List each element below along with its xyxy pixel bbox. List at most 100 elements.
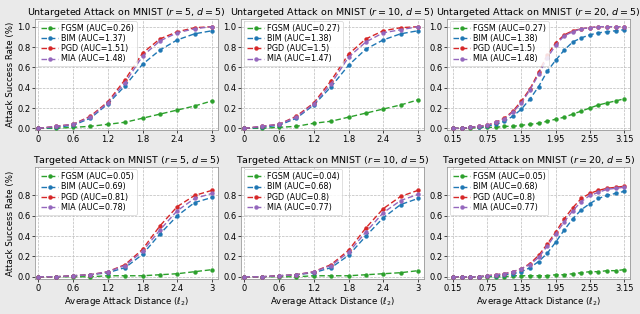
BIM (AUC=1.38)	[483, 124, 491, 128]
BIM (AUC=1.37)	[122, 84, 129, 88]
PGD (AUC=0.81)	[104, 270, 111, 273]
Line: PGD (AUC=1.5): PGD (AUC=1.5)	[451, 25, 626, 130]
MIA (AUC=0.77)	[526, 263, 534, 267]
MIA (AUC=0.77)	[535, 256, 543, 259]
MIA (AUC=1.48)	[449, 127, 457, 130]
BIM (AUC=1.38)	[258, 126, 266, 129]
PGD (AUC=1.51)	[173, 30, 181, 34]
PGD (AUC=1.51)	[104, 100, 111, 104]
MIA (AUC=0.77)	[561, 220, 568, 224]
FGSM (AUC=0.26)	[139, 116, 147, 120]
PGD (AUC=0.8)	[620, 184, 628, 188]
FGSM (AUC=0.26)	[173, 108, 181, 112]
BIM (AUC=1.38)	[492, 122, 500, 126]
FGSM (AUC=0.05)	[543, 274, 551, 278]
MIA (AUC=1.47)	[292, 115, 300, 119]
MIA (AUC=0.78)	[122, 264, 129, 268]
BIM (AUC=1.38)	[620, 28, 628, 32]
FGSM (AUC=0.05)	[492, 275, 500, 279]
PGD (AUC=1.5)	[449, 127, 457, 130]
FGSM (AUC=0.27)	[458, 127, 465, 130]
MIA (AUC=0.77)	[620, 186, 628, 189]
FGSM (AUC=0.27)	[509, 124, 516, 128]
FGSM (AUC=0.27)	[380, 107, 387, 111]
FGSM (AUC=0.27)	[595, 103, 602, 107]
BIM (AUC=0.68)	[327, 266, 335, 269]
FGSM (AUC=0.27)	[275, 126, 283, 129]
BIM (AUC=1.38)	[543, 69, 551, 73]
FGSM (AUC=0.05)	[69, 275, 77, 279]
FGSM (AUC=0.05)	[535, 274, 543, 278]
PGD (AUC=0.8)	[552, 230, 559, 234]
Line: BIM (AUC=0.68): BIM (AUC=0.68)	[451, 189, 626, 279]
FGSM (AUC=0.05)	[467, 275, 474, 279]
MIA (AUC=0.77)	[603, 187, 611, 191]
PGD (AUC=0.8)	[586, 192, 594, 195]
PGD (AUC=1.5)	[380, 29, 387, 33]
MIA (AUC=1.47)	[327, 82, 335, 85]
FGSM (AUC=0.27)	[362, 111, 370, 115]
PGD (AUC=0.81)	[52, 275, 60, 279]
BIM (AUC=0.68)	[275, 274, 283, 278]
Line: FGSM (AUC=0.26): FGSM (AUC=0.26)	[36, 99, 214, 130]
PGD (AUC=0.8)	[561, 217, 568, 221]
MIA (AUC=0.77)	[595, 191, 602, 194]
PGD (AUC=1.5)	[492, 120, 500, 124]
BIM (AUC=1.38)	[577, 36, 585, 40]
MIA (AUC=0.77)	[569, 209, 577, 213]
MIA (AUC=1.48)	[86, 115, 94, 119]
Title: Targeted Attack on MNIST ($r = 5$, $d = 5$): Targeted Attack on MNIST ($r = 5$, $d = …	[33, 154, 220, 167]
PGD (AUC=1.5)	[518, 99, 525, 103]
Legend: FGSM (AUC=0.27), BIM (AUC=1.38), PGD (AUC=1.5), MIA (AUC=1.47): FGSM (AUC=0.27), BIM (AUC=1.38), PGD (AU…	[244, 21, 342, 66]
MIA (AUC=1.47)	[362, 40, 370, 44]
PGD (AUC=1.5)	[543, 53, 551, 57]
MIA (AUC=0.78)	[173, 209, 181, 213]
MIA (AUC=0.77)	[397, 199, 404, 203]
BIM (AUC=0.68)	[414, 197, 422, 200]
MIA (AUC=0.78)	[191, 197, 198, 200]
BIM (AUC=0.69)	[156, 232, 164, 236]
PGD (AUC=1.5)	[509, 109, 516, 113]
PGD (AUC=1.51)	[52, 124, 60, 128]
PGD (AUC=0.8)	[449, 275, 457, 279]
MIA (AUC=1.48)	[173, 31, 181, 35]
Line: FGSM (AUC=0.27): FGSM (AUC=0.27)	[243, 98, 420, 130]
PGD (AUC=1.51)	[122, 78, 129, 81]
PGD (AUC=0.8)	[603, 187, 611, 190]
PGD (AUC=1.5)	[362, 37, 370, 41]
FGSM (AUC=0.26)	[86, 124, 94, 128]
FGSM (AUC=0.27)	[467, 127, 474, 130]
BIM (AUC=0.68)	[543, 252, 551, 255]
MIA (AUC=0.77)	[292, 273, 300, 277]
BIM (AUC=0.69)	[52, 275, 60, 279]
Line: BIM (AUC=0.69): BIM (AUC=0.69)	[36, 196, 214, 279]
PGD (AUC=1.5)	[275, 122, 283, 126]
BIM (AUC=1.38)	[241, 127, 248, 130]
PGD (AUC=1.51)	[69, 122, 77, 126]
FGSM (AUC=0.27)	[397, 103, 404, 107]
MIA (AUC=0.77)	[241, 275, 248, 279]
MIA (AUC=0.77)	[345, 251, 353, 254]
BIM (AUC=0.68)	[569, 217, 577, 221]
BIM (AUC=0.69)	[122, 266, 129, 269]
PGD (AUC=1.5)	[241, 127, 248, 130]
MIA (AUC=1.47)	[414, 25, 422, 29]
PGD (AUC=1.51)	[191, 26, 198, 30]
FGSM (AUC=0.27)	[612, 99, 620, 103]
Line: PGD (AUC=1.51): PGD (AUC=1.51)	[36, 25, 214, 130]
BIM (AUC=1.38)	[380, 38, 387, 42]
MIA (AUC=0.78)	[104, 270, 111, 273]
PGD (AUC=1.5)	[467, 126, 474, 129]
PGD (AUC=0.8)	[380, 207, 387, 211]
MIA (AUC=0.77)	[483, 274, 491, 278]
Title: Untargeted Attack on MNIST ($r = 20$, $d = 5$): Untargeted Attack on MNIST ($r = 20$, $d…	[436, 6, 640, 19]
PGD (AUC=1.51)	[208, 25, 216, 29]
PGD (AUC=0.8)	[535, 253, 543, 257]
FGSM (AUC=0.27)	[475, 126, 483, 129]
PGD (AUC=1.5)	[526, 87, 534, 91]
MIA (AUC=0.77)	[577, 200, 585, 203]
BIM (AUC=1.37)	[35, 127, 42, 130]
FGSM (AUC=0.05)	[612, 269, 620, 273]
FGSM (AUC=0.04)	[397, 271, 404, 274]
FGSM (AUC=0.04)	[292, 275, 300, 279]
